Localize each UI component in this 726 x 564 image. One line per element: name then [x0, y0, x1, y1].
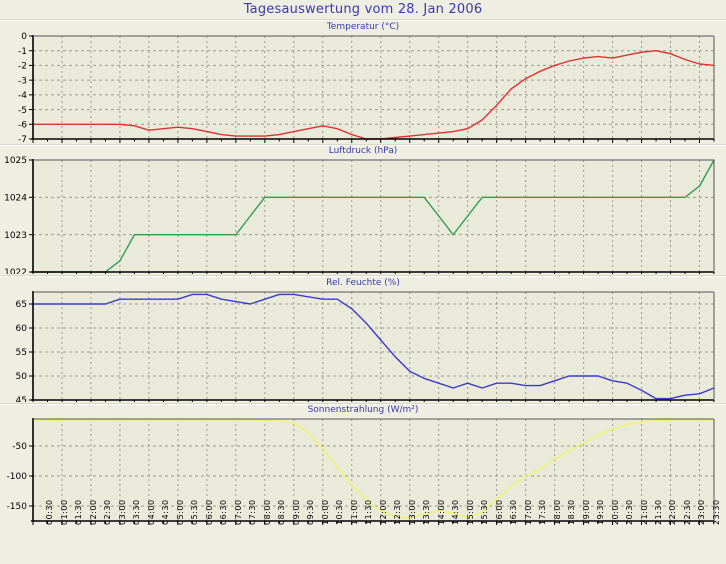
x-axis-tick-label: 17:30 [538, 499, 548, 525]
x-axis-tick-label: 05:30 [190, 499, 200, 525]
chart-canvas: -50 -100 -150 [7, 418, 715, 525]
x-axis-tick-label: 03:30 [132, 499, 142, 525]
x-axis-tick-label: 02:00 [88, 499, 98, 525]
y-axis-tick-label: 50 [16, 372, 28, 382]
x-axis-tick-label: 21:30 [653, 499, 663, 525]
y-axis-tick-label: -4 [18, 91, 27, 101]
page-title: Tagesauswertung vom 28. Jan 2006 [243, 2, 483, 17]
x-axis-tick-label: 06:00 [204, 499, 214, 525]
x-axis-tick-label: 23:00 [697, 499, 707, 525]
x-axis-tick-label: 08:30 [277, 499, 287, 525]
chart-title: Temperatur (°C) [326, 22, 400, 32]
x-axis-tick-label: 16:30 [509, 499, 519, 525]
y-axis-tick-label: 1025 [4, 156, 27, 166]
chart-panel-temperature: Temperatur (°C) 0 -1 -2 -3 -4 -5 -6 -7 [0, 22, 726, 144]
x-axis-tick-label: 14:30 [451, 499, 461, 525]
y-axis-tick-label: -150 [7, 502, 28, 512]
chart-canvas: 0 -1 -2 -3 -4 -5 -6 -7 [18, 32, 715, 144]
x-axis-tick-label: 13:30 [422, 499, 432, 525]
x-axis-tick-label: 19:30 [596, 499, 606, 525]
panel-divider-3 [0, 403, 726, 405]
x-axis-tick-label: 21:00 [639, 499, 649, 525]
y-axis-tick-label: -1 [18, 47, 27, 57]
x-axis-tick-label: 20:00 [610, 499, 620, 525]
x-axis-tick-label: 08:00 [262, 499, 272, 525]
x-axis-tick-label: 05:00 [175, 499, 185, 525]
chart-panel-pressure: Luftdruck (hPa) 1025 1024 1023 1022 [0, 146, 726, 274]
x-axis-tick-label: 04:00 [146, 499, 156, 525]
x-axis-tick-label: 14:00 [436, 499, 446, 525]
chart-panel-humidity: Rel. Feuchte (%) 65 60 55 50 45 [0, 278, 726, 402]
y-axis-tick-label: 1024 [4, 194, 27, 204]
chart-canvas: 65 60 55 50 45 [16, 291, 715, 402]
y-axis-tick-label: -6 [18, 120, 27, 130]
x-axis-tick-label: 10:00 [320, 499, 330, 525]
x-axis-tick-label: 09:00 [291, 499, 301, 525]
header-divider [0, 19, 726, 21]
x-axis-tick-label: 22:30 [682, 499, 692, 525]
x-axis-tick-label: 15:00 [465, 499, 475, 525]
x-axis-tick-label: 10:30 [335, 499, 345, 525]
y-axis-tick-label: 45 [16, 396, 27, 402]
y-axis-tick-label: -2 [18, 62, 27, 72]
data-series-line [32, 159, 715, 273]
panel-divider-1 [0, 144, 726, 146]
x-axis-tick-label: 12:30 [393, 499, 403, 525]
x-axis-tick-label: 19:00 [581, 499, 591, 525]
x-axis-tick-label: 22:00 [668, 499, 678, 525]
y-axis-tick-label: -50 [12, 442, 27, 452]
y-axis-tick-label: 1023 [4, 231, 27, 241]
x-axis-tick-label: 06:30 [219, 499, 229, 525]
y-axis-tick-label: 65 [16, 300, 27, 310]
x-axis-tick-label: 03:00 [117, 499, 127, 525]
y-axis-tick-label: 55 [16, 348, 27, 358]
x-axis-tick-label: 23:30 [711, 499, 721, 525]
x-axis-tick-label: 07:30 [248, 499, 258, 525]
x-axis-tick-label: 02:30 [103, 499, 113, 525]
y-axis-tick-label: -5 [18, 106, 27, 116]
x-axis-tick-label: 17:00 [523, 499, 533, 525]
data-series-line [32, 419, 715, 519]
x-axis-tick-label: 04:30 [161, 499, 171, 525]
y-axis-tick-label: -100 [7, 472, 28, 482]
x-axis-tick-label: 07:00 [233, 499, 243, 525]
x-axis-tick-label: 09:30 [306, 499, 316, 525]
x-axis-tick-label: 18:00 [552, 499, 562, 525]
x-axis-tick-label: 13:00 [407, 499, 417, 525]
y-axis-tick-label: -3 [18, 76, 27, 86]
x-axis-tick-label: 12:00 [378, 499, 388, 525]
chart-title: Rel. Feuchte (%) [326, 278, 400, 288]
panel-divider-2 [0, 275, 726, 277]
x-axis-tick-label: 11:30 [364, 499, 374, 525]
y-axis-tick-label: 1022 [4, 268, 27, 274]
y-axis-tick-label: 0 [21, 32, 27, 42]
x-axis-tick-label: 00:30 [45, 499, 55, 525]
chart-title: Sonnenstrahlung (W/m²) [307, 405, 419, 415]
y-axis-tick-label: 60 [16, 324, 28, 334]
x-axis-tick-label: 15:30 [480, 499, 490, 525]
x-axis-tick-label: 18:30 [567, 499, 577, 525]
x-axis-tick-label: 11:00 [349, 499, 359, 525]
y-axis-tick-label: -7 [18, 135, 27, 144]
data-series-line [32, 293, 715, 400]
chart-title: Luftdruck (hPa) [328, 146, 398, 156]
chart-panel-solar-radiation: Sonnenstrahlung (W/m²) -50 -100 -150 00:30 01… [0, 405, 726, 564]
x-axis-tick-label: 20:30 [625, 499, 635, 525]
chart-canvas: 1025 1024 1023 1022 [4, 156, 715, 274]
x-axis-tick-label: 16:00 [494, 499, 504, 525]
x-axis-tick-label: 01:30 [74, 499, 84, 525]
x-axis-tick-label: 01:00 [59, 499, 69, 525]
